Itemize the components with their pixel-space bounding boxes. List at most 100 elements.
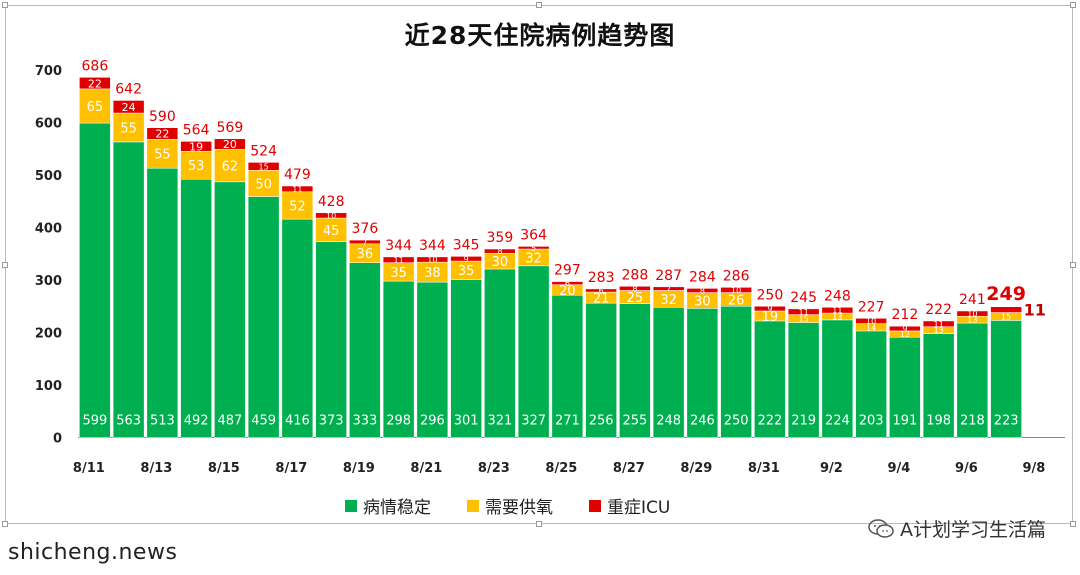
data-label-icu: 20 <box>223 138 237 151</box>
bar-segment-oxygen <box>247 170 280 197</box>
data-label-oxygen: 30 <box>694 294 711 309</box>
watermark: A计划学习生活篇 <box>868 515 1046 542</box>
data-label-stable: 296 <box>420 414 445 429</box>
data-label-stable: 255 <box>622 414 647 429</box>
data-label-icu: 10 <box>866 317 876 326</box>
data-label-icu: 5 <box>531 244 536 253</box>
total-label: 245 <box>790 290 817 306</box>
data-label-stable: 327 <box>521 414 546 429</box>
data-label-stable: 219 <box>791 414 816 429</box>
bar-segment-stable <box>180 178 212 438</box>
x-tick-label: 8/17 <box>275 461 307 476</box>
data-label-oxygen: 12 <box>900 330 910 339</box>
data-label-stable: 599 <box>82 414 107 429</box>
data-label-oxygen: 52 <box>289 199 306 214</box>
bar-segment-icu <box>754 306 786 312</box>
bar-segment-stable <box>551 294 584 438</box>
data-label-stable: 250 <box>724 414 749 429</box>
data-label-oxygen: 55 <box>154 148 171 163</box>
bar-segment-icu <box>720 287 752 293</box>
bar-segment-icu <box>416 256 449 263</box>
data-label-icu: 8 <box>497 247 502 256</box>
data-label-icu: 10 <box>967 310 977 319</box>
data-label-oxygen: 45 <box>323 224 340 239</box>
bar-segment-oxygen <box>112 112 145 143</box>
data-label-oxygen: 15 <box>1001 313 1011 322</box>
bar-segment-icu <box>382 256 415 263</box>
data-label-stable: 416 <box>285 414 310 429</box>
data-label-oxygen: 19 <box>762 310 779 325</box>
bar-segment-stable <box>652 307 685 438</box>
data-label-oxygen: 50 <box>255 177 272 192</box>
legend-label-stable: 病情稳定 <box>363 498 431 518</box>
bar-segment-stable <box>956 322 989 438</box>
x-tick-label: 8/19 <box>343 461 375 476</box>
site-watermark: shicheng.news <box>8 540 178 565</box>
data-label-icu: 8 <box>700 287 705 296</box>
x-tick-label: 8/25 <box>545 461 577 476</box>
y-tick-label: 200 <box>35 327 62 342</box>
resize-handle-bottom-center[interactable] <box>536 521 542 527</box>
data-label-oxygen: 36 <box>357 247 374 262</box>
chart-title: 近28天住院病例趋势图 <box>404 21 676 50</box>
resize-handle-middle-left[interactable] <box>2 262 8 268</box>
bar-segment-stable <box>922 333 955 438</box>
resize-handle-middle-right[interactable] <box>1070 262 1076 268</box>
resize-handle-top-left[interactable] <box>2 2 8 8</box>
data-label-oxygen: 65 <box>87 100 104 115</box>
legend-label-icu: 重症ICU <box>607 498 671 518</box>
total-label: 569 <box>217 120 244 136</box>
data-label-stable: 223 <box>994 414 1019 429</box>
resize-handle-bottom-right[interactable] <box>1070 521 1076 527</box>
data-label-oxygen: 25 <box>627 291 644 306</box>
data-label-icu: 11 <box>832 306 842 315</box>
data-label-icu: 22 <box>155 128 169 141</box>
resize-handle-bottom-left[interactable] <box>2 521 8 527</box>
data-label-stable: 222 <box>757 414 782 429</box>
total-label: 222 <box>925 302 952 318</box>
data-label-icu: 10 <box>731 286 741 295</box>
resize-handle-top-center[interactable] <box>536 2 542 8</box>
data-label-oxygen: 62 <box>222 159 239 174</box>
x-tick-label: 9/8 <box>1022 461 1045 476</box>
bar-segment-icu <box>551 281 584 285</box>
x-tick-label: 8/27 <box>613 461 645 476</box>
data-label-icu: 10 <box>427 256 437 265</box>
x-tick-label: 8/15 <box>208 461 240 476</box>
data-label-icu: 7 <box>362 238 367 247</box>
bar-segment-stable <box>686 308 719 438</box>
legend-swatch-oxygen <box>467 499 479 512</box>
bar-segment-stable <box>787 322 820 438</box>
data-label-stable: 203 <box>859 414 884 429</box>
data-label-oxygen: 20 <box>559 284 576 299</box>
bar-segment-stable <box>619 303 651 438</box>
total-label: 287 <box>655 268 682 284</box>
bar-segment-stable <box>484 268 516 438</box>
data-label-icu: 24 <box>122 101 136 114</box>
legend-item-oxygen: 需要供氧 <box>467 493 553 518</box>
total-label: 248 <box>824 288 851 304</box>
resize-handle-top-right[interactable] <box>1070 2 1076 8</box>
bar-segment-oxygen <box>281 191 314 220</box>
bar-segment-icu <box>922 320 955 327</box>
total-label: 364 <box>520 227 547 243</box>
data-label-oxygen: 35 <box>458 264 475 279</box>
data-label-oxygen: 13 <box>934 326 944 335</box>
bar-segment-icu <box>821 307 854 314</box>
data-label-oxygen: 14 <box>866 323 876 332</box>
data-label-stable: 333 <box>352 414 377 429</box>
x-tick-label: 8/31 <box>748 461 780 476</box>
legend-label-oxygen: 需要供氧 <box>485 498 553 518</box>
watermark-text: A计划学习生活篇 <box>900 519 1046 541</box>
data-label-stable: 224 <box>825 414 850 429</box>
data-label-stable: 248 <box>656 414 681 429</box>
total-label: 283 <box>588 270 615 286</box>
bar-segment-icu <box>652 286 685 291</box>
bar-segment-icu <box>956 310 989 317</box>
bar-segment-icu <box>990 306 1022 313</box>
bar-segment-icu <box>585 288 617 293</box>
total-label: 359 <box>487 230 514 246</box>
data-label-icu: 6 <box>599 287 604 296</box>
bar-segment-stable <box>821 319 854 438</box>
